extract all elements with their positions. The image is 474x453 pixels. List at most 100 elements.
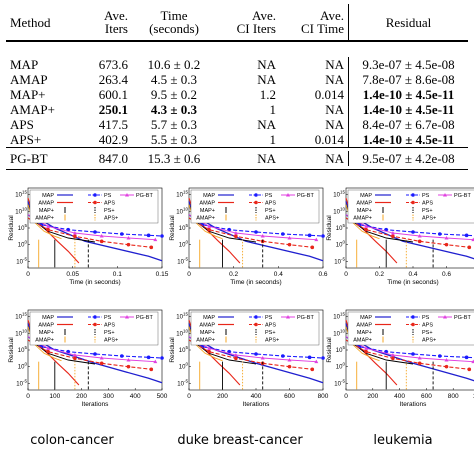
series-ps-marker: [120, 232, 124, 236]
series-aps: [27, 339, 152, 370]
legend-label: PS: [104, 315, 112, 321]
series-aps-marker: [310, 367, 315, 372]
cell-ci-iters: 1.2: [259, 87, 276, 102]
legend-marker: [286, 193, 290, 197]
series-aps-marker: [126, 242, 131, 247]
legend-label: MAP: [42, 315, 54, 321]
header-ave-iters: Ave. Iters: [104, 8, 128, 36]
legend-marker: [286, 315, 290, 319]
y-tick-label: 10-5: [16, 378, 27, 387]
table-row: APS 417.5 5.7 ± 0.3 NA NA 8.4e-07 ± 6.7e-08: [6, 117, 468, 132]
series-aps-marker: [207, 349, 211, 354]
legend-label: AMAP: [356, 323, 372, 329]
series-aps-marker: [234, 356, 238, 361]
results-table: Method Ave. Iters Time (seconds) Ave. CI It…: [6, 4, 468, 170]
y-tick-label: 1010: [333, 206, 345, 215]
cell-time: 4.3 ± 0.3: [150, 102, 198, 117]
series-pg-bt-marker: [417, 234, 422, 238]
y-tick-label: 1010: [15, 206, 27, 215]
series-ps-marker: [438, 354, 442, 358]
header-residual: Residual: [348, 4, 468, 41]
series-pg-bt-marker: [207, 224, 212, 228]
legend-label: PG-BT: [136, 315, 153, 321]
series-pg-bt-marker: [417, 356, 422, 360]
series-ps-marker: [93, 230, 97, 234]
cell-residual: 8.4e-07 ± 6.7e-08: [348, 117, 468, 132]
series-ps-marker: [438, 232, 442, 236]
series-ps-marker: [307, 233, 312, 238]
cell-ci-iters: NA: [257, 57, 276, 72]
series-aps-marker: [417, 361, 422, 366]
x-axis-label: Iterations: [243, 401, 270, 408]
y-tick-label: 105: [18, 345, 28, 354]
x-tick-label: 800: [448, 393, 459, 400]
legend-label: AMAP+: [353, 338, 372, 344]
legend-marker: [93, 322, 97, 327]
cell-iters: 847.0: [98, 151, 128, 166]
legend-label: PS: [422, 193, 430, 199]
series-ps-marker: [227, 227, 231, 232]
series-ps-marker: [66, 227, 70, 232]
series-pg-bt-marker: [126, 236, 131, 240]
plot-panel-1: 1015 1010 105 100 10-5 0 0.05 0.1 0.15 Time (in s…: [8, 187, 169, 286]
legend-label: APS+: [104, 216, 118, 222]
x-tick-label: 0.6: [442, 271, 451, 278]
series-pg-bt: [27, 336, 156, 363]
legend-marker: [93, 200, 97, 205]
series-pg-bt-marker: [153, 359, 158, 364]
series-pg-bt-marker: [314, 359, 319, 364]
series-aps-marker: [391, 234, 395, 239]
legend-marker: [254, 193, 258, 197]
cell-iters: 600.1: [98, 87, 128, 102]
legend-label: MAP: [203, 315, 215, 321]
legend-label: APS: [104, 323, 115, 329]
y-tick-label: 10-5: [334, 378, 345, 387]
y-tick-label: 10-5: [177, 256, 188, 265]
y-axis-label: Residual: [8, 337, 15, 363]
legend-label: AMAP+: [353, 216, 372, 222]
legend-marker: [411, 322, 415, 327]
series-pg-bt-marker: [153, 237, 158, 242]
series-aps-marker: [46, 227, 50, 232]
x-tick-label: 0.4: [408, 271, 417, 278]
series-pg-bt-marker: [46, 346, 51, 350]
series-ps-marker: [146, 233, 151, 238]
cell-residual: 9.3e-07 ± 4.5e-08: [348, 57, 468, 72]
x-axis-label: Time (in seconds): [387, 279, 438, 286]
y-tick-label: 1015: [15, 312, 27, 321]
legend-marker: [254, 322, 258, 327]
series-aps-marker: [207, 227, 211, 232]
y-tick-label: 100: [336, 362, 346, 371]
plots-grid: 1015 1010 105 100 10-5 0 0.05 0.1 0.15 Time (in s…: [0, 178, 474, 428]
series-aps: [188, 339, 313, 370]
cell-ci-iters: 1: [269, 132, 277, 147]
legend-label: PG-BT: [136, 193, 153, 199]
y-axis-label: Residual: [326, 337, 333, 363]
x-tick-label: 0.1: [113, 271, 122, 278]
cell-residual: 9.5e-07 ± 4.2e-08: [348, 151, 468, 166]
legend-label: MAP: [203, 193, 215, 199]
cell-residual: 1.4e-10 ± 4.5e-11: [348, 87, 468, 102]
header-ave-ci-iters: Ave. CI Iters: [236, 8, 276, 36]
table-row: MAP 673.6 10.6 ± 0.2 NA NA 9.3e-07 ± 4.5e-08: [6, 57, 468, 72]
x-tick-label: 100: [49, 393, 60, 400]
series-aps: [188, 217, 313, 248]
legend-label: PS+: [104, 208, 115, 214]
series-pg-bt-marker: [444, 358, 449, 362]
series-ps-marker: [160, 234, 164, 238]
y-axis-label: Residual: [326, 215, 333, 241]
x-axis-label: Iterations: [82, 401, 109, 408]
legend-label: MAP: [42, 193, 54, 199]
legend-label: PS+: [422, 208, 433, 214]
x-tick-label: 600: [284, 393, 295, 400]
legend-label: AMAP: [356, 201, 372, 207]
series-pg-bt-marker: [207, 346, 212, 350]
y-tick-label: 1010: [15, 328, 27, 337]
series-pg-bt-marker: [444, 236, 449, 240]
x-tick-label: 0: [187, 271, 191, 278]
table-row: AMAP+ 250.1 4.3 ± 0.3 1 NA 1.4e-10 ± 4.5e-11: [6, 102, 468, 117]
plot-panel-2: 1015 1010 105 100 10-5 0 0.2 0.4 0.6 Time (in sec…: [169, 187, 328, 286]
x-axis-label: Iterations: [400, 401, 427, 408]
